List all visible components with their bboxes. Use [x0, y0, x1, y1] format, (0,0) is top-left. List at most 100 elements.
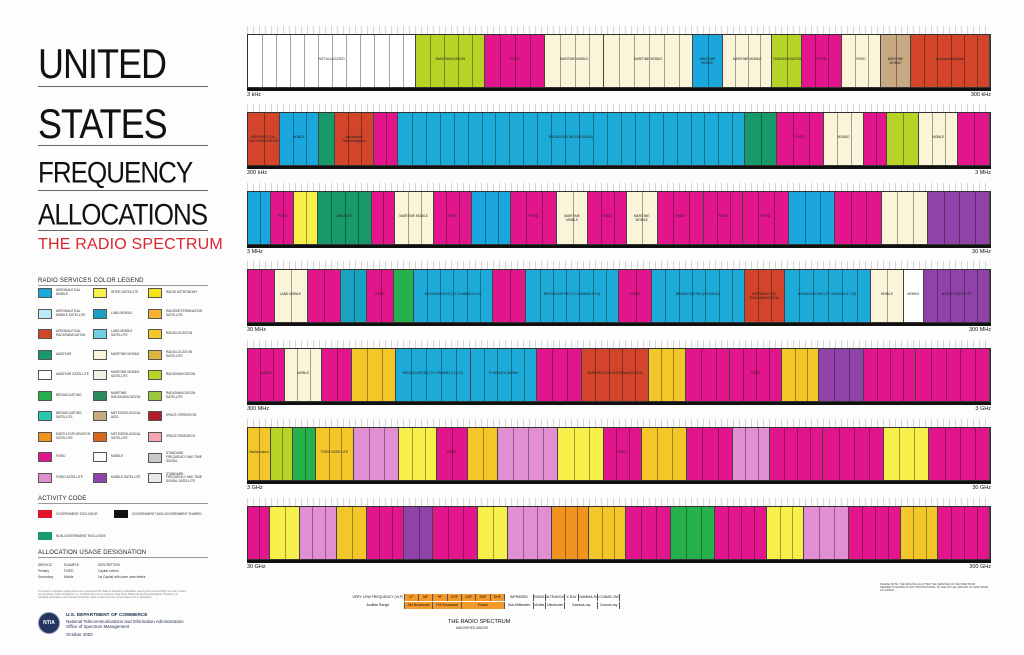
legend-item: FIXED [38, 452, 92, 462]
legend-label: RADIO ASTRONOMY [166, 290, 198, 295]
frequency-ticks [247, 419, 991, 427]
sub-allocation-divider [292, 113, 294, 165]
sub-allocation-divider [807, 349, 808, 401]
allocation-segment [467, 428, 498, 480]
allocation-segment: BROADCASTING (AM RADIO) [397, 113, 746, 165]
allocation-segment [493, 270, 527, 322]
allocation-segment [641, 428, 688, 480]
usage-row: Primary FIXED Capital Letters [38, 569, 208, 573]
spectrum-subtitle: MAGNIFIED ABOVE [456, 626, 489, 630]
sub-allocation-divider [500, 35, 501, 87]
allocation-segment [715, 507, 768, 559]
sub-allocation-divider [912, 192, 914, 244]
allocation-segment: FIXED [510, 192, 558, 244]
sub-allocation-divider [337, 349, 338, 401]
activity-swatch [38, 510, 52, 518]
sub-allocation-divider [708, 35, 709, 87]
sub-allocation-divider [418, 507, 420, 559]
sub-allocation-divider [524, 349, 525, 401]
allocation-label: BROADCASTING (TV CHANNELS 5-6) [543, 292, 601, 297]
activity-bar [247, 245, 991, 248]
sub-allocation-divider [685, 507, 687, 559]
usage-cell: Secondary [38, 575, 54, 579]
spectrum-segment: LF [404, 594, 419, 601]
allocation-label: FIXED [602, 214, 612, 219]
sub-allocation-divider [386, 113, 387, 165]
activity-rule [38, 503, 208, 504]
allocation-segment [294, 192, 318, 244]
band-end-label: 30 GHz [972, 485, 991, 491]
spectrum-segment: INFRARED [505, 594, 534, 601]
sub-allocation-divider [306, 192, 307, 244]
sub-allocation-divider [977, 507, 978, 559]
legend-item: METEOROLOGICAL SATELLITE [93, 431, 147, 442]
spectrum-segment: VERY LOW FREQUENCY (VLF) [352, 594, 405, 601]
sub-allocation-divider [951, 507, 952, 559]
sub-allocation-divider [976, 35, 978, 87]
allocation-segment [938, 507, 990, 559]
allocation-segment [687, 428, 733, 480]
allocation-segment [745, 113, 777, 165]
legend-label: MOBILE [111, 454, 124, 459]
sub-allocation-divider [937, 35, 938, 87]
sub-allocation-divider [312, 507, 313, 559]
sub-allocation-divider [261, 270, 262, 322]
sub-allocation-divider [497, 349, 498, 401]
usage-row: Secondary Mobile 1st Capital with lower … [38, 575, 208, 579]
allocation-label: MOBILE [907, 292, 920, 297]
sub-allocation-divider [304, 35, 305, 87]
sub-allocation-divider [354, 270, 355, 322]
notes-text: PLEASE NOTE: THE SPACING ALLOTTED THE SE… [880, 583, 988, 593]
allocation-label: FIXED [816, 57, 826, 62]
sub-allocation-divider [595, 349, 596, 401]
allocation-segment [248, 270, 275, 322]
allocation-segment [648, 349, 686, 401]
sub-allocation-divider [384, 428, 385, 480]
sub-allocation-divider [259, 192, 261, 244]
sub-allocation-divider [849, 349, 850, 401]
legend-item: SPACE RESEARCH [148, 431, 202, 442]
usage-cell: Capital Letters [98, 569, 119, 573]
allocation-segment: BROADCASTING (TV CHANNELS 5-6) [526, 270, 620, 322]
allocation-segment [248, 192, 272, 244]
sub-allocation-divider [718, 270, 720, 322]
legend-label: METEOROLOGICAL AIDS [111, 411, 141, 419]
sub-allocation-divider [360, 35, 361, 87]
allocation-segment [270, 507, 300, 559]
legend-item: MARITIME MOBILE SATELLITE [93, 370, 147, 380]
sub-allocation-divider [729, 192, 731, 244]
legend-swatch [38, 349, 52, 360]
sub-allocation-divider [960, 349, 961, 401]
allocation-segment: MOBILE [918, 113, 959, 165]
sub-allocation-divider [537, 507, 538, 559]
sub-allocation-divider [827, 270, 829, 322]
allocation-segment [915, 349, 990, 401]
sub-allocation-divider [769, 349, 770, 401]
seal-text: NTIA [43, 620, 55, 626]
sub-allocation-divider [665, 270, 666, 322]
band-end-label: 300 kHz [970, 92, 991, 98]
sub-allocation-divider [758, 270, 759, 322]
sub-allocation-divider [974, 113, 975, 165]
sub-allocation-divider [259, 507, 260, 559]
legend-item: EARTH EXPLORATION SATELLITE [38, 431, 92, 442]
spectrum-title: THE RADIO SPECTRUM [448, 619, 511, 625]
sub-allocation-divider [482, 428, 484, 480]
allocation-segment [770, 428, 824, 480]
legend-item: STANDARD FREQUENCY AND TIME SIGNAL SATEL… [148, 472, 202, 484]
sub-allocation-divider [305, 113, 307, 165]
sub-allocation-divider [705, 270, 706, 322]
sub-allocation-divider [263, 113, 265, 165]
allocation-label: AERONAUTICAL RADIONAVIGATION [587, 371, 643, 376]
activity-bar [247, 560, 991, 563]
spectrum-segment: AM Broadcast [404, 602, 434, 609]
allocation-segment [884, 428, 930, 480]
legend-label: FIXED [56, 454, 66, 459]
sub-allocation-divider [318, 35, 319, 87]
legend-swatch [93, 431, 107, 442]
legend-label: SPACE OPERATION [166, 413, 196, 418]
sub-allocation-divider [633, 35, 635, 87]
sub-allocation-divider [731, 270, 733, 322]
legend-swatch [93, 308, 107, 319]
sub-allocation-divider [756, 349, 757, 401]
